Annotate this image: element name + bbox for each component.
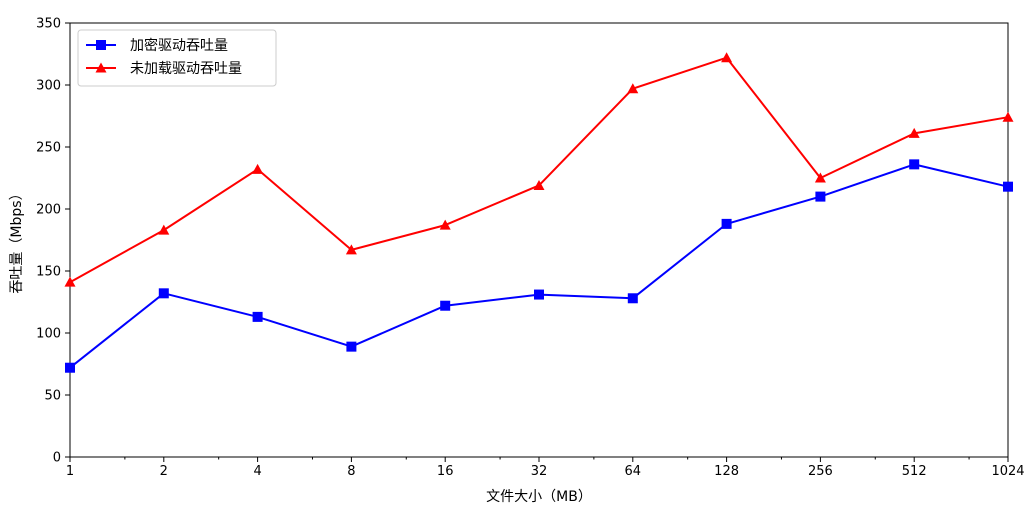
y-tick-label: 0 [53,451,61,466]
x-tick-label: 1 [66,464,74,479]
y-axis-title: 吞吐量（Mbps） [9,186,25,293]
x-tick-label: 8 [347,464,355,479]
data-point [533,179,545,190]
x-tick-label: 2 [160,464,168,479]
data-point [345,244,357,255]
legend-box [77,29,277,87]
legend-label: 未加载驱动吞吐量 [130,61,242,77]
legend-item-1: 加密驱动吞吐量 [86,37,228,54]
x-tick-label: 32 [531,464,548,479]
series-2 [64,52,1014,287]
y-tick-label: 50 [44,389,61,404]
data-point [158,288,169,299]
y-axis-ticks: 0 50 100 150 200 250 300 350 [36,17,70,466]
x-tick-label: 256 [808,464,833,479]
data-point [908,127,920,138]
data-point [440,300,451,311]
plot-frame [69,22,1009,458]
x-tick-label: 16 [437,464,454,479]
y-tick-label: 150 [36,265,61,280]
x-axis-ticks: 1 2 4 8 16 32 64 128 256 512 1024 [66,457,1025,479]
data-point [439,219,451,230]
data-point [815,191,826,202]
data-point [814,172,826,183]
x-tick-label: 4 [253,464,261,479]
data-point [346,341,357,352]
x-tick-label: 512 [902,464,927,479]
data-point [627,83,639,94]
data-point [158,224,170,235]
data-point [627,293,638,304]
legend-item-2: 未加载驱动吞吐量 [86,61,242,77]
plot-area [69,22,1009,458]
x-tick-label: 1024 [991,464,1024,479]
legend-label: 加密驱动吞吐量 [130,37,228,54]
series-layer [64,52,1014,373]
x-axis-title: 文件大小（MB） [486,489,592,505]
data-point [721,52,733,63]
data-point [1003,181,1013,192]
data-point [252,163,264,174]
y-tick-label: 100 [36,327,61,342]
legend-marker [96,40,106,50]
data-point [252,311,263,322]
data-point [721,218,732,229]
legend-marker [95,62,107,73]
data-point [909,159,920,170]
data-point [64,276,76,287]
data-point [1002,111,1014,122]
x-tick-label: 64 [625,464,642,479]
x-tick-label: 128 [714,464,739,479]
series-1 [65,159,1013,373]
y-tick-label: 350 [36,17,61,32]
y-tick-label: 200 [36,203,61,218]
y-tick-label: 300 [36,79,61,94]
y-tick-label: 250 [36,141,61,156]
data-point [65,362,75,373]
data-point [534,289,544,300]
